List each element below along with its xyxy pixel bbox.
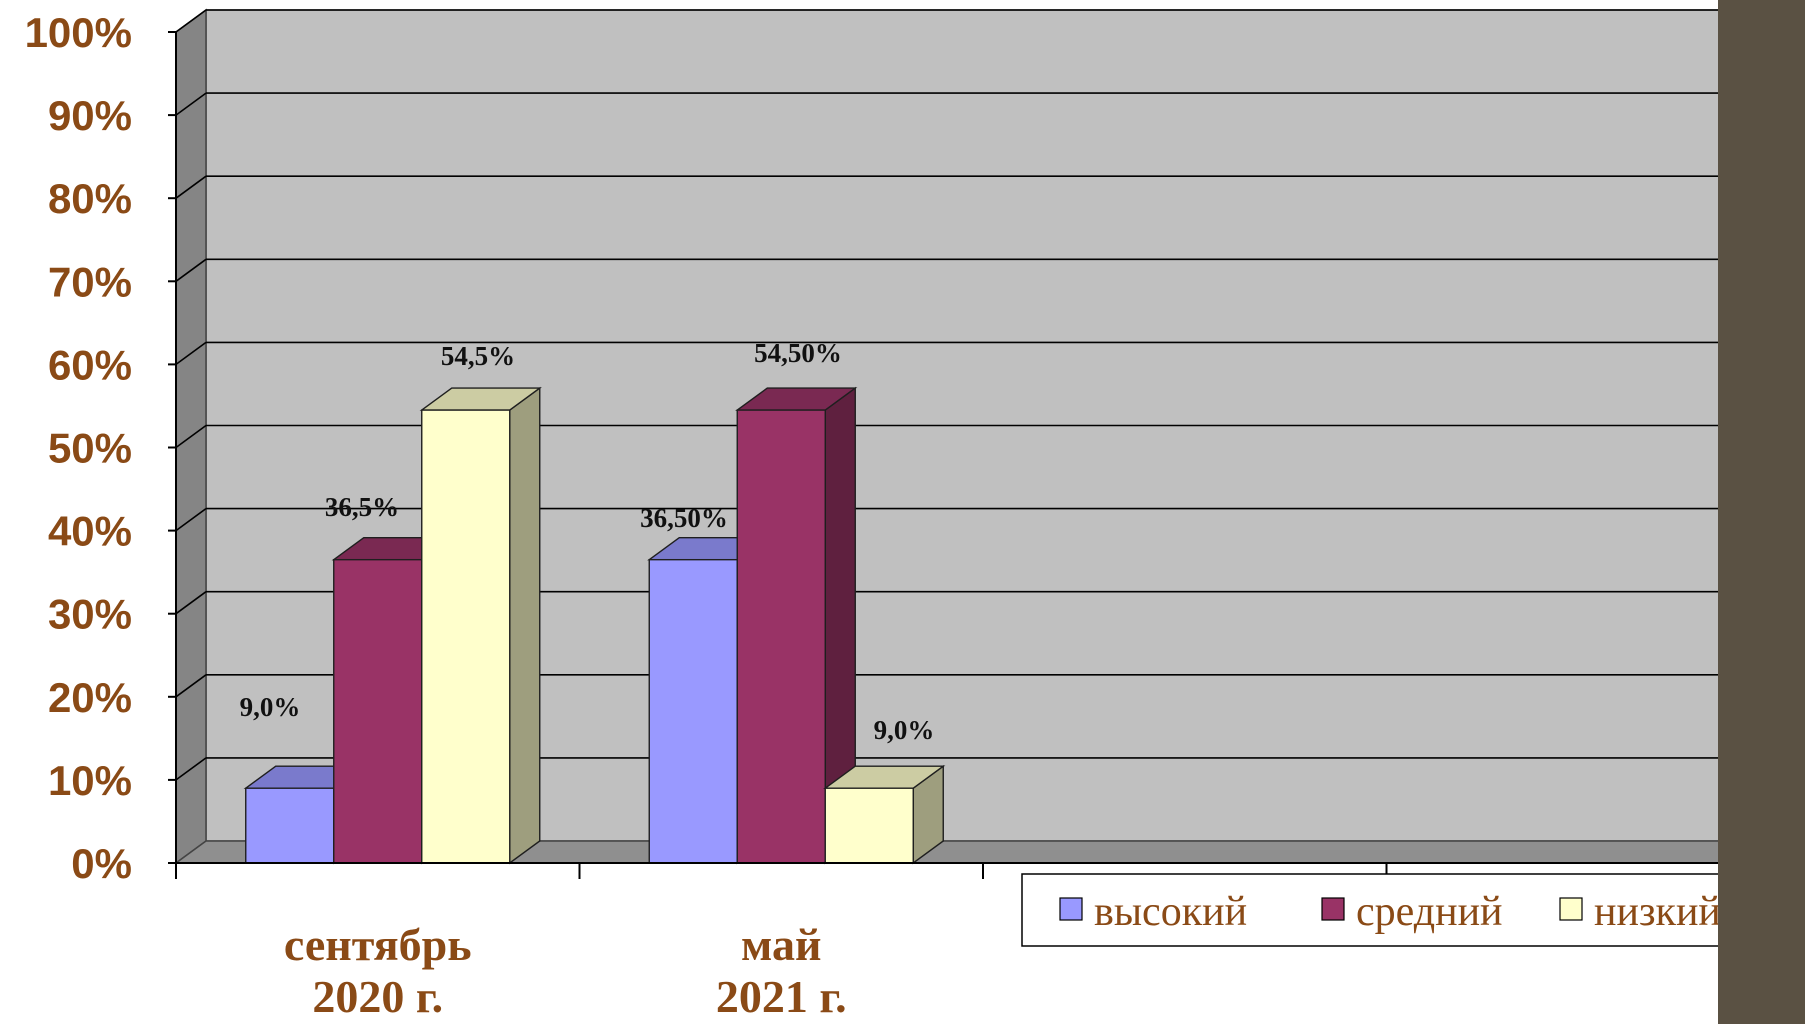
bar-front xyxy=(421,409,511,864)
data-labels: 9,0% 36,5% 54,5% 36,50% 54,50% 9,0% xyxy=(240,338,935,745)
y-tick-label: 50% xyxy=(48,425,132,472)
data-label: 9,0% xyxy=(240,692,301,722)
gridline-side xyxy=(175,258,207,282)
gridline-side xyxy=(175,507,207,532)
y-tick-label: 40% xyxy=(48,508,132,555)
gridline-side xyxy=(175,674,207,698)
gridline-side xyxy=(175,591,207,615)
bar-front xyxy=(245,787,335,864)
bar-front xyxy=(824,787,914,864)
legend-swatch xyxy=(1559,897,1583,921)
bar-front xyxy=(648,558,738,864)
gridline-side xyxy=(175,9,207,33)
data-label: 36,5% xyxy=(325,492,399,522)
y-tick-label: 10% xyxy=(48,757,132,804)
data-label: 36,50% xyxy=(640,503,728,533)
category-axis: сентябрь 2020 г. май 2021 г. xyxy=(175,862,1791,1022)
data-label: 9,0% xyxy=(874,715,935,745)
y-tick-label: 70% xyxy=(48,258,132,305)
x-tick-label: сентябрь 2020 г. xyxy=(284,919,472,1022)
bar xyxy=(419,386,542,865)
y-tick-label: 60% xyxy=(48,341,132,388)
y-tick-label: 20% xyxy=(48,674,132,721)
slide-decoration xyxy=(1718,0,1805,1024)
legend-label: средний xyxy=(1356,889,1503,935)
legend-swatch xyxy=(1059,897,1083,921)
legend-swatch xyxy=(1321,897,1345,921)
bar-front xyxy=(333,558,423,864)
y-tick-label: 0% xyxy=(71,840,132,887)
bar-side xyxy=(509,386,541,865)
y-tick-label: 90% xyxy=(48,92,132,139)
bar xyxy=(735,386,858,865)
gridline-side xyxy=(175,757,207,781)
gridline-side xyxy=(175,92,207,116)
legend-label: низкий xyxy=(1594,889,1721,935)
gridline-side xyxy=(175,424,207,449)
legend-box xyxy=(1021,873,1793,947)
y-tick-label: 100% xyxy=(25,9,132,56)
slide-side-band xyxy=(1718,0,1805,1024)
bar-front xyxy=(736,409,826,864)
legend: высокий средний низкий xyxy=(1021,873,1793,947)
value-axis: 0% 10% 20% 30% 40% 50% 60% 70% 80% 90% 100% xyxy=(25,9,177,887)
legend-label: высокий xyxy=(1094,889,1247,935)
y-tick-label: 80% xyxy=(48,175,132,222)
data-label: 54,5% xyxy=(441,341,515,371)
x-tick-label: май 2021 г. xyxy=(716,919,847,1022)
gridline-side xyxy=(175,341,207,366)
y-tick-label: 30% xyxy=(48,591,132,638)
bars xyxy=(243,386,946,865)
data-label: 54,50% xyxy=(754,338,842,368)
bar xyxy=(823,764,946,865)
gridline-side xyxy=(175,175,207,199)
